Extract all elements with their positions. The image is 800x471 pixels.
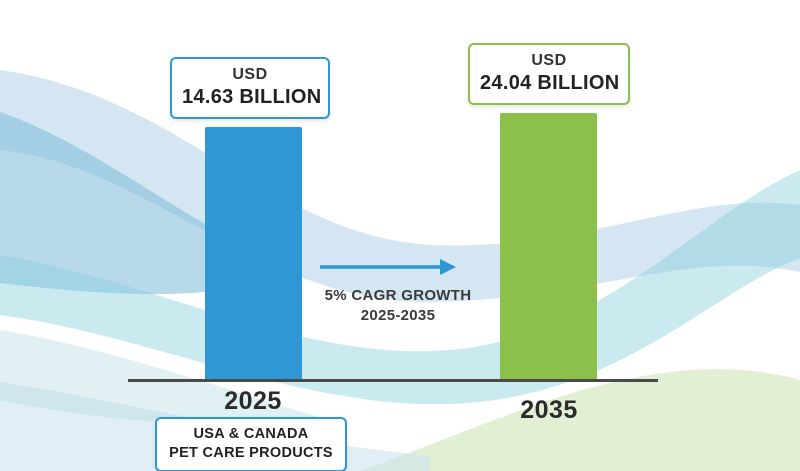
value-box-2025: USD 14.63 BILLION (170, 57, 330, 119)
x-label-2025: 2025 (224, 387, 282, 415)
footer-box: USA & CANADA PET CARE PRODUCTS (155, 417, 347, 471)
currency-label-2035: USD (531, 52, 567, 69)
cagr-annotation-line1: 5% CAGR GROWTH (324, 287, 472, 304)
growth-arrow-icon (320, 259, 456, 275)
value-box-2035: USD 24.04 BILLION (468, 43, 630, 105)
x-label-2035: 2035 (520, 396, 578, 424)
footer-line2: PET CARE PRODUCTS (169, 445, 333, 461)
currency-label-2025: USD (232, 66, 268, 83)
footer-line1: USA & CANADA (193, 426, 309, 442)
bar-2035 (500, 113, 597, 380)
bar-2025 (205, 127, 302, 380)
axis-line (128, 379, 658, 382)
amount-label-2025: 14.63 BILLION (182, 86, 322, 108)
cagr-annotation-line2: 2025-2035 (360, 307, 436, 324)
amount-label-2035: 24.04 BILLION (480, 72, 620, 94)
cagr-annotation: 5% CAGR GROWTH 2025-2035 (300, 286, 496, 326)
